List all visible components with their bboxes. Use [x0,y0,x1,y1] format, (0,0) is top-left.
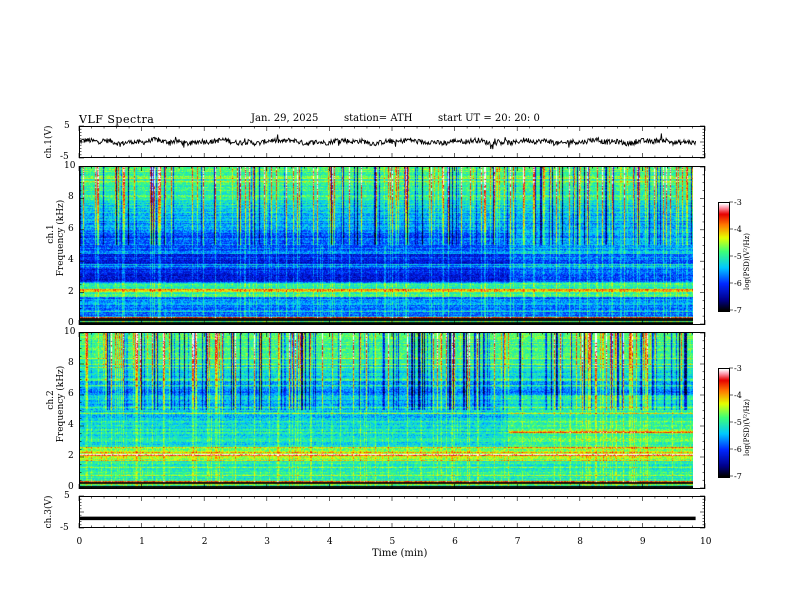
colorbar-tick-label: -7 [734,306,742,315]
ch1-ytick-label: 2 [68,286,74,297]
ch3-ytick-bottom: -5 [60,523,69,533]
ch2-ytick-label: 6 [68,389,74,399]
ch2-ytick-label: 10 [64,327,76,337]
ch1-spectrogram [79,167,693,324]
x-axis-label: Time (min) [372,548,428,559]
ch1-waveform-trace [78,133,697,150]
x-tick-label: 3 [264,537,271,547]
colorbar-tick-label: -7 [734,472,742,481]
ch1-ytick-label: 10 [64,161,76,171]
x-tick-label: 2 [201,537,208,547]
x-tick-label: 0 [76,537,83,547]
x-tick-label: 7 [514,537,521,547]
ch1-ytick-label: 4 [68,255,74,266]
ch1-colorbar [718,202,730,312]
x-tick-label: 1 [139,537,145,547]
ch1-ytick-top: 5 [64,121,70,131]
x-tick-label: 4 [326,537,333,547]
ch1-ytick-label: 6 [68,223,74,234]
x-tick-label: 8 [577,537,584,547]
x-tick-label: 5 [389,537,396,547]
ch2-ytick-label: 2 [68,451,74,461]
colorbar-tick-label: -5 [734,418,742,427]
ch3-ytick-top: 5 [64,491,70,501]
chart-title: VLF Spectra [79,113,155,126]
colorbar-tick-label: -6 [734,279,742,288]
ch1-ytick-label: 0 [68,318,74,328]
colorbar-tick-label: -4 [734,225,742,234]
ch1-ytick-label: 8 [68,192,74,203]
start-time-label: start UT = 20: 20: 0 [438,113,540,124]
ch1-ytick-bottom: -5 [60,152,69,162]
ch2-ytick-label: 8 [68,358,74,368]
date-label: Jan. 29, 2025 [251,113,319,124]
ch2-spectrogram [79,333,693,488]
ch2-colorbar [718,368,730,478]
colorbar-tick-label: -3 [734,364,742,373]
colorbar-tick-label: -5 [734,252,742,261]
x-tick-label: 10 [700,537,712,547]
x-tick-label: 6 [452,537,458,547]
station-label: station= ATH [344,113,413,124]
ch2-ytick-label: 0 [68,482,74,492]
ch2-ytick-label: 4 [68,420,74,430]
x-tick-label: 9 [639,537,646,547]
colorbar-tick-label: -3 [734,198,742,207]
colorbar-tick-label: -4 [734,391,742,400]
colorbar-tick-label: -6 [734,445,742,454]
